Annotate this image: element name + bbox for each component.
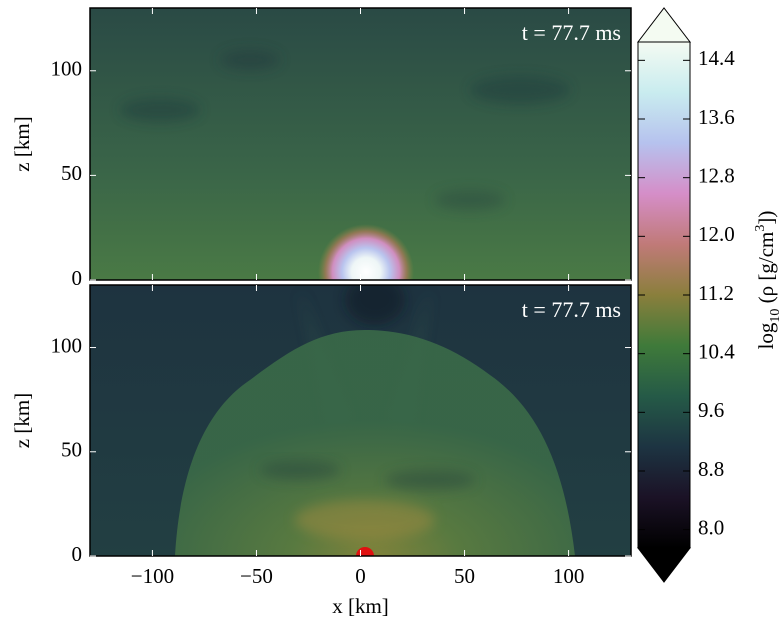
colorbar	[638, 42, 690, 548]
time-annotation: t = 77.7 ms	[522, 20, 621, 45]
y-tick-label: 100	[51, 57, 83, 81]
colorbar-extend-max	[636, 7, 692, 43]
colorbar-tick-label: 11.2	[698, 281, 734, 305]
x-axis-label: x [km]	[332, 594, 389, 618]
y-axis-label: z [km]	[10, 116, 34, 171]
x-tick-label: 0	[355, 564, 366, 588]
colorbar-tick-label: 9.6	[698, 398, 724, 422]
x-tick-label: 50	[454, 564, 475, 588]
label-base: log	[754, 322, 778, 349]
colorbar-tick-label: 12.8	[698, 163, 735, 187]
colorbar-tick-label: 13.6	[698, 105, 735, 129]
y-axis-label: z [km]	[10, 393, 34, 448]
colorbar-tick-label: 10.4	[698, 339, 735, 363]
colorbar-extend-min	[636, 547, 692, 583]
y-tick-label: 100	[51, 333, 83, 357]
colorbar-tick-label: 8.8	[698, 457, 724, 481]
colorbar-tick-label: 14.4	[698, 46, 735, 70]
y-tick-label: 50	[61, 438, 82, 462]
density-map-bottom	[90, 285, 631, 556]
x-tick-label: −100	[131, 564, 174, 588]
label-sub: 10	[768, 309, 781, 323]
label-sup: 3	[753, 225, 768, 232]
density-map-top	[90, 8, 631, 280]
colorbar-tick-label: 8.0	[698, 515, 724, 539]
y-tick-label: 0	[72, 266, 83, 290]
time-annotation: t = 77.7 ms	[522, 297, 621, 322]
label-body: (ρ [g/cm	[754, 232, 778, 309]
y-tick-label: 0	[72, 542, 83, 566]
y-tick-label: 50	[61, 161, 82, 185]
x-tick-label: −50	[240, 564, 273, 588]
label-end: ])	[754, 211, 778, 225]
x-tick-label: 100	[553, 564, 585, 588]
colorbar-label: log10 (ρ [g/cm3])	[753, 211, 781, 350]
colorbar-tick-label: 12.0	[698, 222, 735, 246]
